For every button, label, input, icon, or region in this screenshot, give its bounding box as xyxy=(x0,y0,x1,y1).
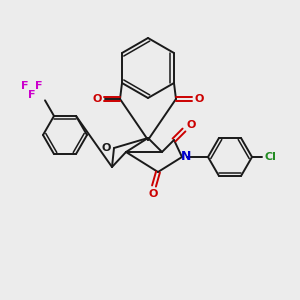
Text: F: F xyxy=(28,90,36,100)
Text: N: N xyxy=(181,151,191,164)
Text: O: O xyxy=(194,94,204,104)
Text: F: F xyxy=(35,81,43,92)
Text: O: O xyxy=(101,143,111,153)
Text: Cl: Cl xyxy=(264,152,276,162)
Text: O: O xyxy=(186,120,196,130)
Text: O: O xyxy=(148,189,158,199)
Text: F: F xyxy=(21,81,29,92)
Text: O: O xyxy=(92,94,102,104)
